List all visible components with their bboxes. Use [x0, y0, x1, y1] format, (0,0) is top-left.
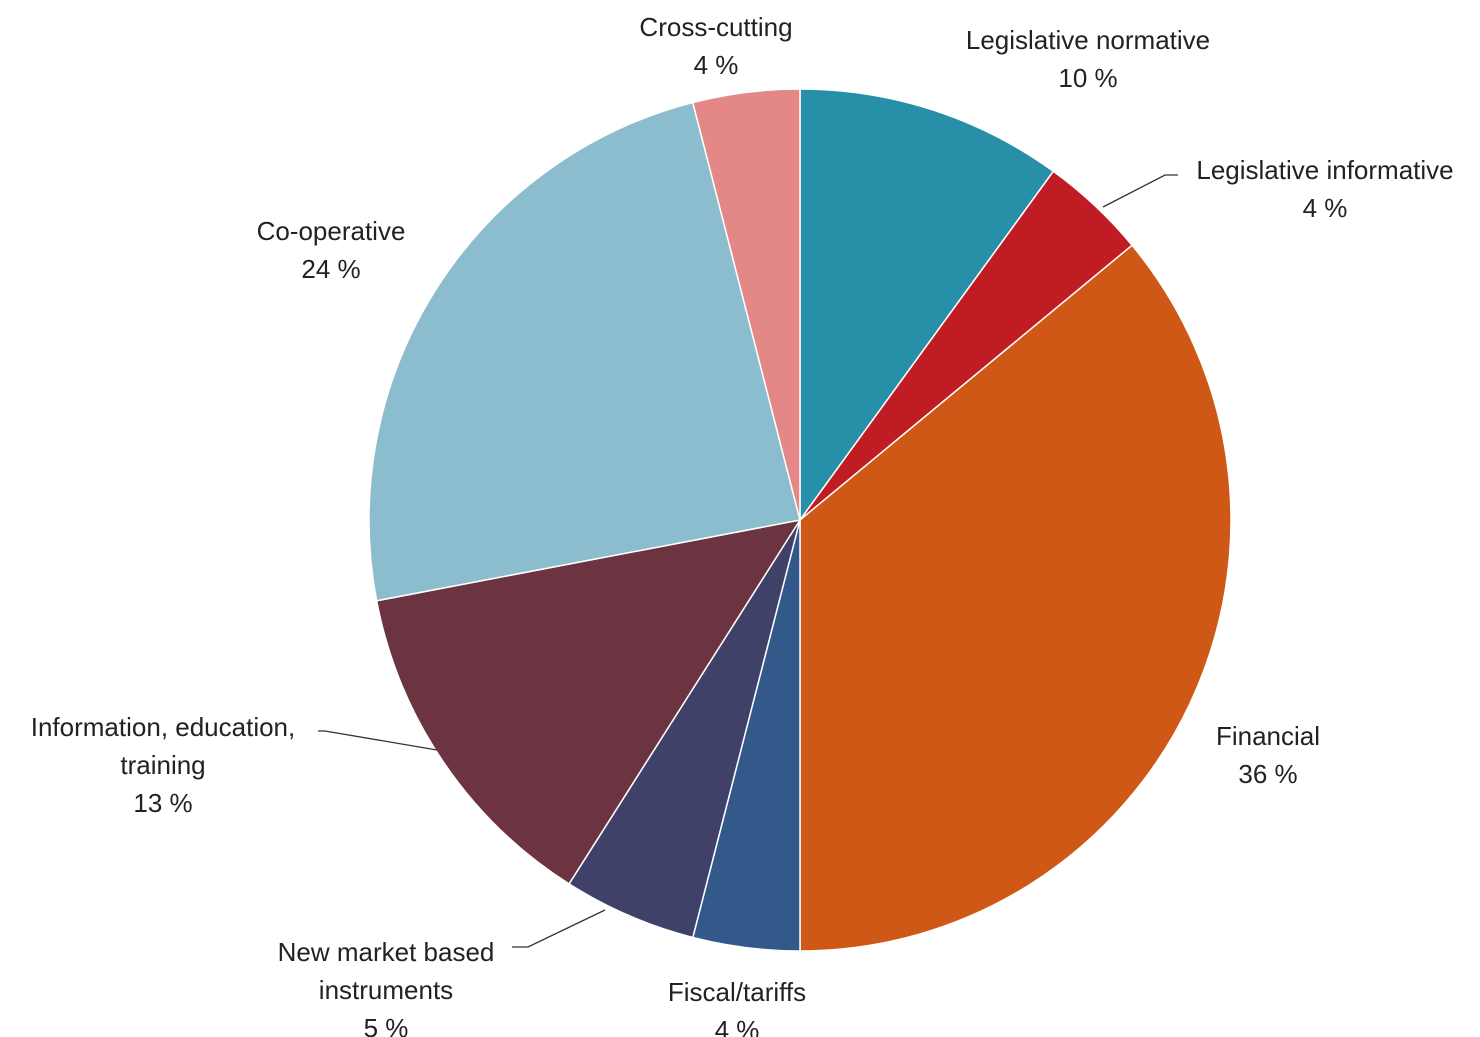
pie-slice-information-education-training — [375, 518, 802, 885]
leader-line-information-education-training — [318, 730, 438, 751]
slice-label-information-education-training: Information, education, training 13 % — [31, 712, 296, 818]
slice-label-financial: Financial 36 % — [1216, 721, 1320, 789]
pie-slice-co-operative — [368, 101, 801, 602]
leader-line-legislative-informative — [1102, 174, 1178, 208]
slice-label-legislative-normative: Legislative normative 10 % — [966, 25, 1210, 93]
pie-slices — [368, 88, 1232, 952]
leader-line-new-market-based-instruments — [512, 909, 606, 948]
leader-lines — [318, 174, 1178, 948]
slice-label-legislative-informative: Legislative informative 4 % — [1196, 155, 1453, 223]
pie-slice-cross-cutting — [691, 88, 801, 521]
slice-label-fiscal-tariffs: Fiscal/tariffs 4 % — [668, 977, 806, 1037]
slice-labels: Legislative normative 10 % Legislative inf… — [31, 12, 1454, 1037]
pie-slice-legislative-normative — [799, 88, 1055, 523]
slice-label-co-operative: Co-operative 24 % — [257, 216, 406, 284]
slice-label-new-market-based-instruments: New market based instruments 5 % — [278, 937, 495, 1037]
slice-label-cross-cutting: Cross-cutting 4 % — [639, 12, 792, 80]
pie-slice-financial — [799, 244, 1232, 952]
